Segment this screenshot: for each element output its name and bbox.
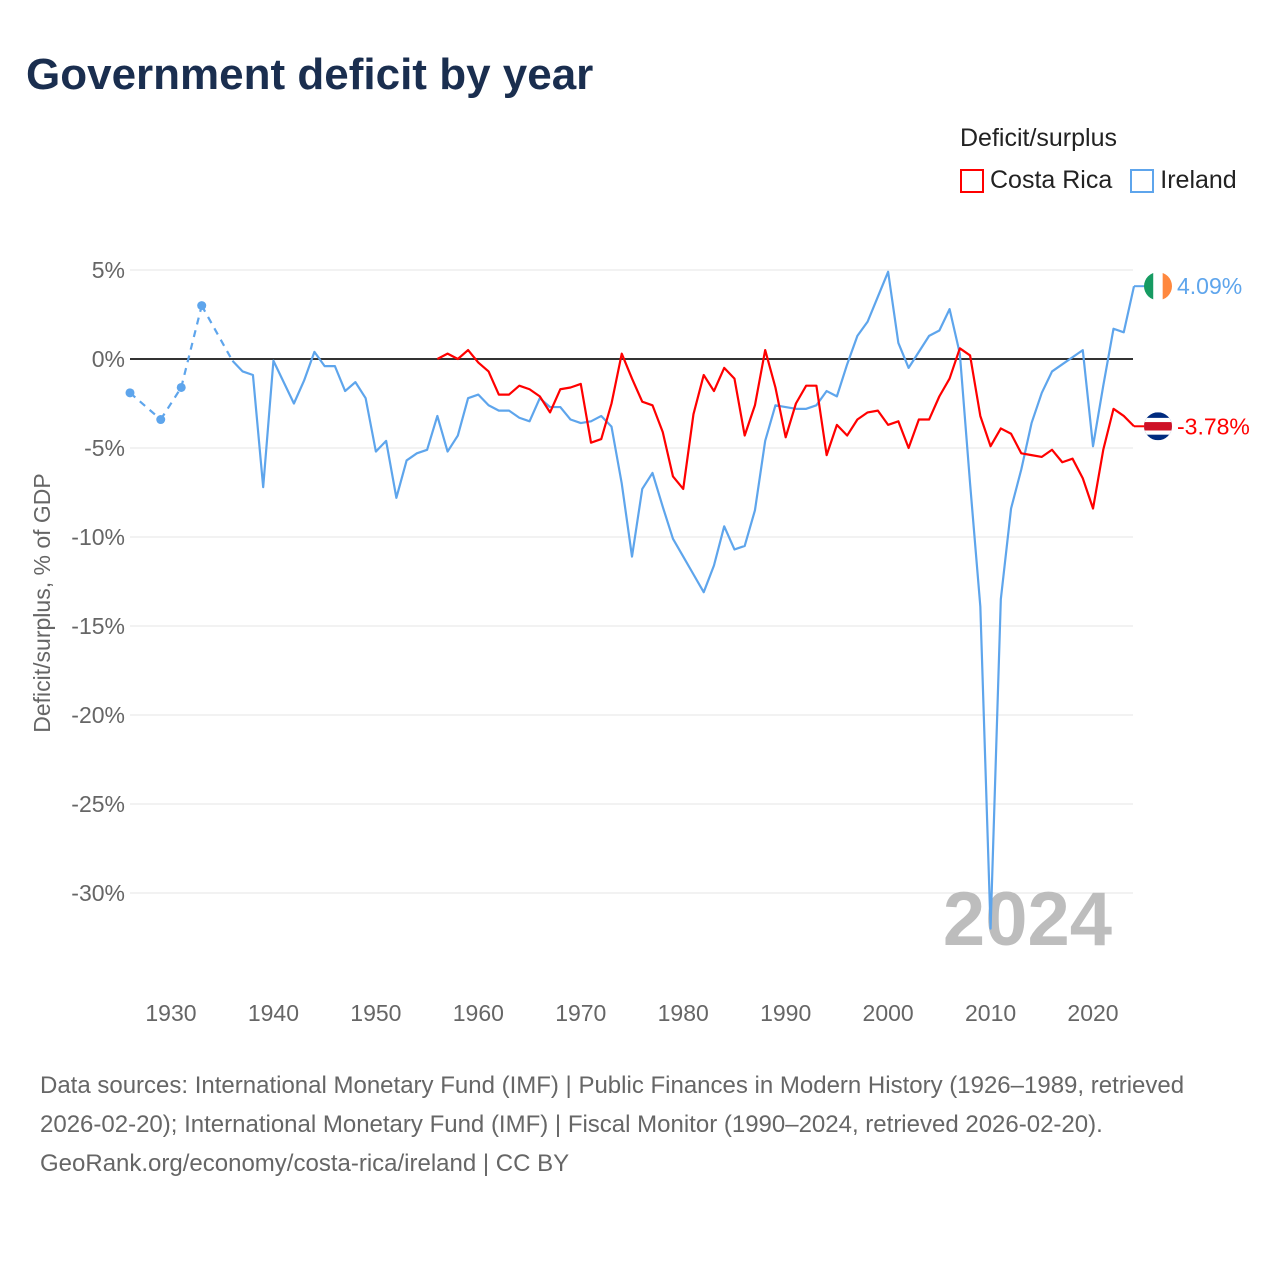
series-gap-dashed <box>159 386 183 421</box>
series-gap-dashed <box>200 305 234 362</box>
data-sources: Data sources: International Monetary Fun… <box>40 1072 1185 1138</box>
x-tick-label: 1990 <box>760 1000 811 1026</box>
y-tick-label: -10% <box>71 524 125 550</box>
x-tick-label: 1960 <box>453 1000 504 1026</box>
y-tick-label: -25% <box>71 791 125 817</box>
x-tick-label: 1980 <box>658 1000 709 1026</box>
x-tick-label: 2020 <box>1067 1000 1118 1026</box>
legend-item-costa-rica[interactable]: Costa Rica <box>960 166 1112 195</box>
x-tick-label: 1940 <box>248 1000 299 1026</box>
y-tick-label: 5% <box>92 257 125 283</box>
series-line-ireland <box>231 270 1136 930</box>
ireland-flag <box>1144 272 1172 301</box>
source-link[interactable]: GeoRank.org/economy/costa-rica/ireland |… <box>40 1150 570 1177</box>
y-tick-label: -20% <box>71 702 125 728</box>
legend-label: Costa Rica <box>990 166 1113 194</box>
end-value-label: 4.09% <box>1177 273 1242 299</box>
series-gap-dashed <box>180 305 203 388</box>
chart-title: Government deficit by year <box>26 50 594 99</box>
y-tick-label: 0% <box>92 346 125 372</box>
legend-item-ireland[interactable]: Ireland <box>1130 166 1237 195</box>
legend-label: Ireland <box>1160 166 1237 194</box>
x-tick-label: 1930 <box>145 1000 196 1026</box>
y-tick-label: -15% <box>71 613 125 639</box>
x-tick-label: 1970 <box>555 1000 606 1026</box>
legend-swatch-ireland <box>1130 168 1155 193</box>
legend: Costa Rica Ireland <box>960 166 1237 195</box>
year-watermark: 2024 <box>943 877 1112 962</box>
costa-rica-flag <box>1144 412 1172 441</box>
series-gap-dashed <box>129 391 162 421</box>
footer: Data sources: International Monetary Fun… <box>40 1066 1240 1183</box>
x-tick-label: 1950 <box>350 1000 401 1026</box>
x-tick-label: 2000 <box>863 1000 914 1026</box>
x-tick-label: 2010 <box>965 1000 1016 1026</box>
series-line-costa-rica <box>436 347 1135 510</box>
legend-title: Deficit/surplus <box>960 124 1117 152</box>
y-tick-label: -30% <box>71 880 125 906</box>
legend-swatch-costa-rica <box>960 168 984 193</box>
y-tick-label: -5% <box>84 435 125 461</box>
end-value-label: -3.78% <box>1177 413 1250 439</box>
y-axis-title: Deficit/surplus, % of GDP <box>29 473 55 732</box>
chart-plot: 5% 0% -5% -10% -15% -20% -25% -30% 1930 1940 1950 1… <box>29 257 1250 1026</box>
